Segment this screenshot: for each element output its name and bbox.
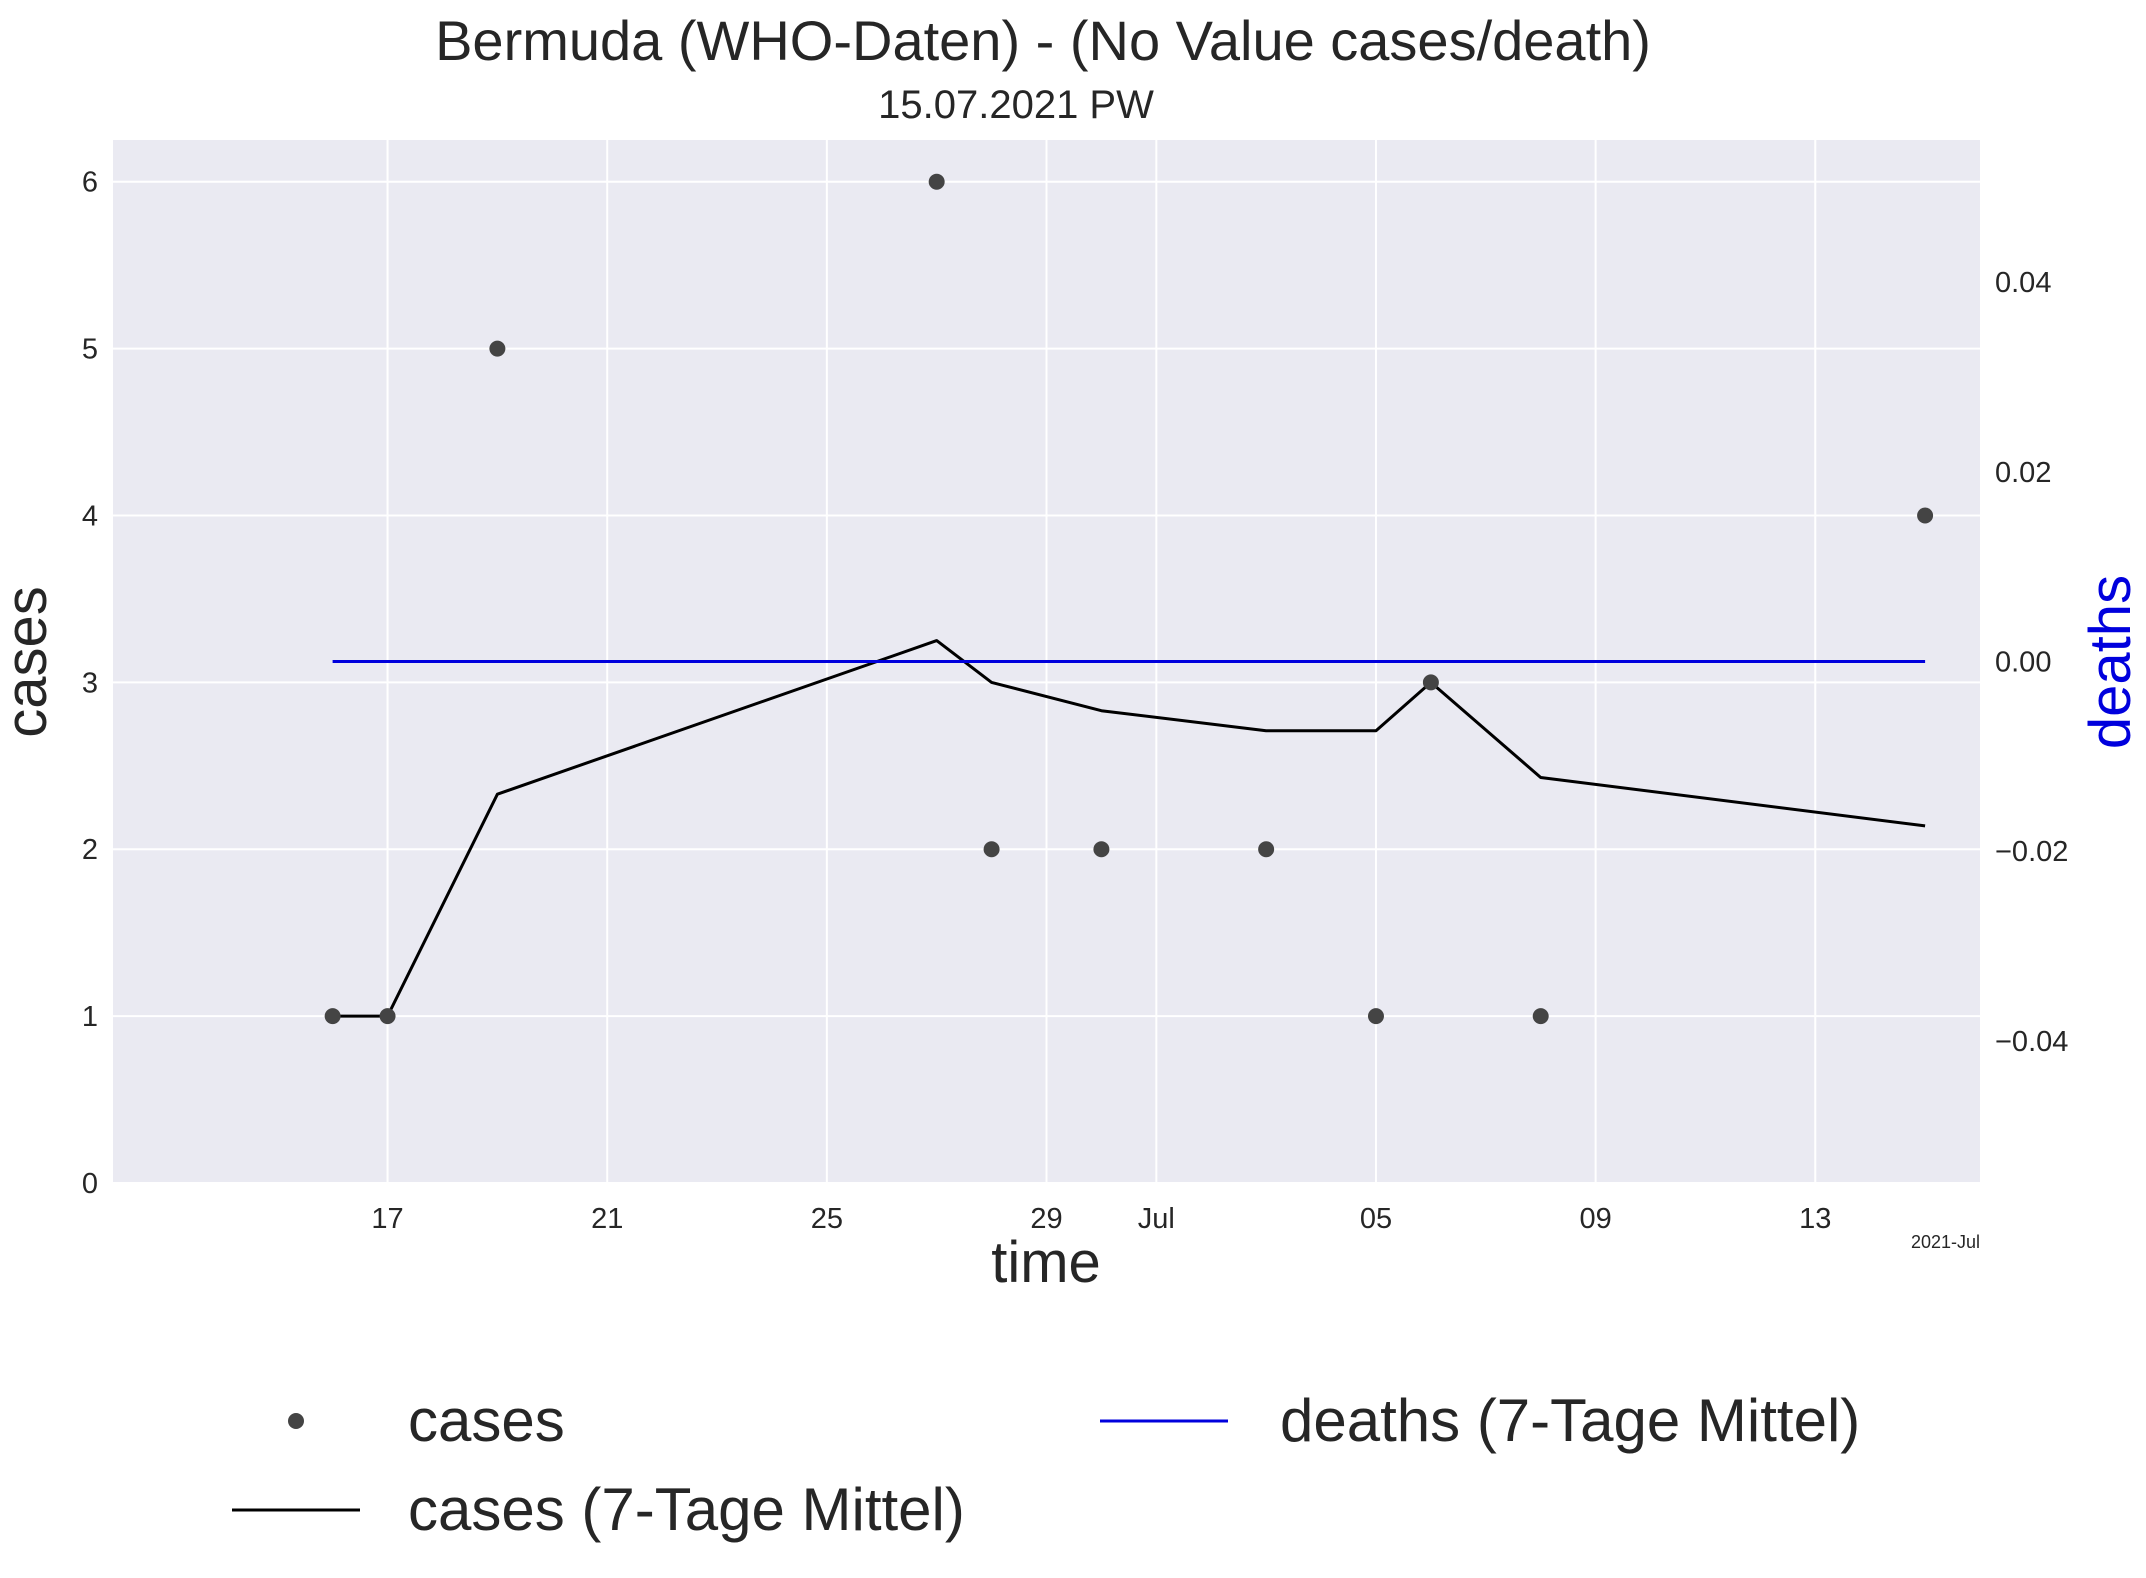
series-layer — [324, 173, 1934, 1025]
chart-title: Bermuda (WHO-Daten) - (No Value cases/de… — [435, 9, 1651, 72]
y2-tick-labels: −0.04 −0.02 0.00 0.02 0.04 — [1995, 267, 2068, 1058]
y2-tick-label: 0.00 — [1995, 647, 2051, 679]
x-tick-label: Jul — [1138, 1203, 1175, 1235]
y2-tick-label: −0.04 — [1995, 1026, 2068, 1058]
x-tick-label: 29 — [1030, 1203, 1062, 1235]
x-tick-label: 09 — [1579, 1203, 1611, 1235]
y-tick-label: 3 — [82, 667, 98, 699]
y-tick-label: 4 — [82, 500, 98, 532]
y-tick-label: 6 — [82, 167, 98, 199]
y-tick-label: 2 — [82, 834, 98, 866]
cases-point — [1367, 1008, 1384, 1025]
y-tick-label: 0 — [82, 1168, 98, 1200]
x-tick-label: 13 — [1799, 1203, 1831, 1235]
x-tick-label: 17 — [371, 1203, 403, 1235]
cases-point — [1917, 507, 1934, 524]
cases-point — [1093, 841, 1110, 858]
y2-axis-label: deaths — [2078, 575, 2143, 749]
y-tick-label: 1 — [82, 1001, 98, 1033]
x-axis-offset-label: 2021-Jul — [1911, 1232, 1980, 1252]
cases-point — [983, 841, 1000, 858]
legend: cases cases (7-Tage Mittel) deaths (7-Ta… — [232, 1387, 1860, 1543]
x-tick-label: 25 — [811, 1203, 843, 1235]
series-line-cases-7-tage-mittel — [332, 639, 1926, 1018]
cases-point — [489, 340, 506, 357]
cases-point — [928, 173, 945, 190]
x-tick-labels: 17 21 25 29 Jul 05 09 13 — [371, 1203, 1831, 1235]
cases-point — [1258, 841, 1275, 858]
cases-point — [1532, 1008, 1549, 1025]
y2-tick-label: 0.02 — [1995, 457, 2051, 489]
y2-tick-label: 0.04 — [1995, 267, 2051, 299]
chart-subtitle: 15.07.2021 PW — [878, 83, 1154, 127]
legend-label-cases: cases — [408, 1387, 565, 1454]
cases-point — [1422, 674, 1439, 691]
legend-label-deaths-avg: deaths (7-Tage Mittel) — [1280, 1387, 1860, 1454]
x-axis-label: time — [991, 1230, 1101, 1295]
cases-point — [379, 1008, 396, 1025]
y-gridlines — [113, 180, 1980, 1184]
y2-tick-label: −0.02 — [1995, 836, 2068, 868]
x-tick-label: 05 — [1360, 1203, 1392, 1235]
legend-label-cases-avg: cases (7-Tage Mittel) — [408, 1476, 965, 1543]
cases-point — [324, 1008, 341, 1025]
legend-marker-cases — [288, 1413, 304, 1429]
y-tick-labels: 0 1 2 3 4 5 6 — [82, 167, 98, 1200]
y-axis-label: cases — [0, 586, 59, 738]
x-tick-label: 21 — [591, 1203, 623, 1235]
y-tick-label: 5 — [82, 334, 98, 366]
